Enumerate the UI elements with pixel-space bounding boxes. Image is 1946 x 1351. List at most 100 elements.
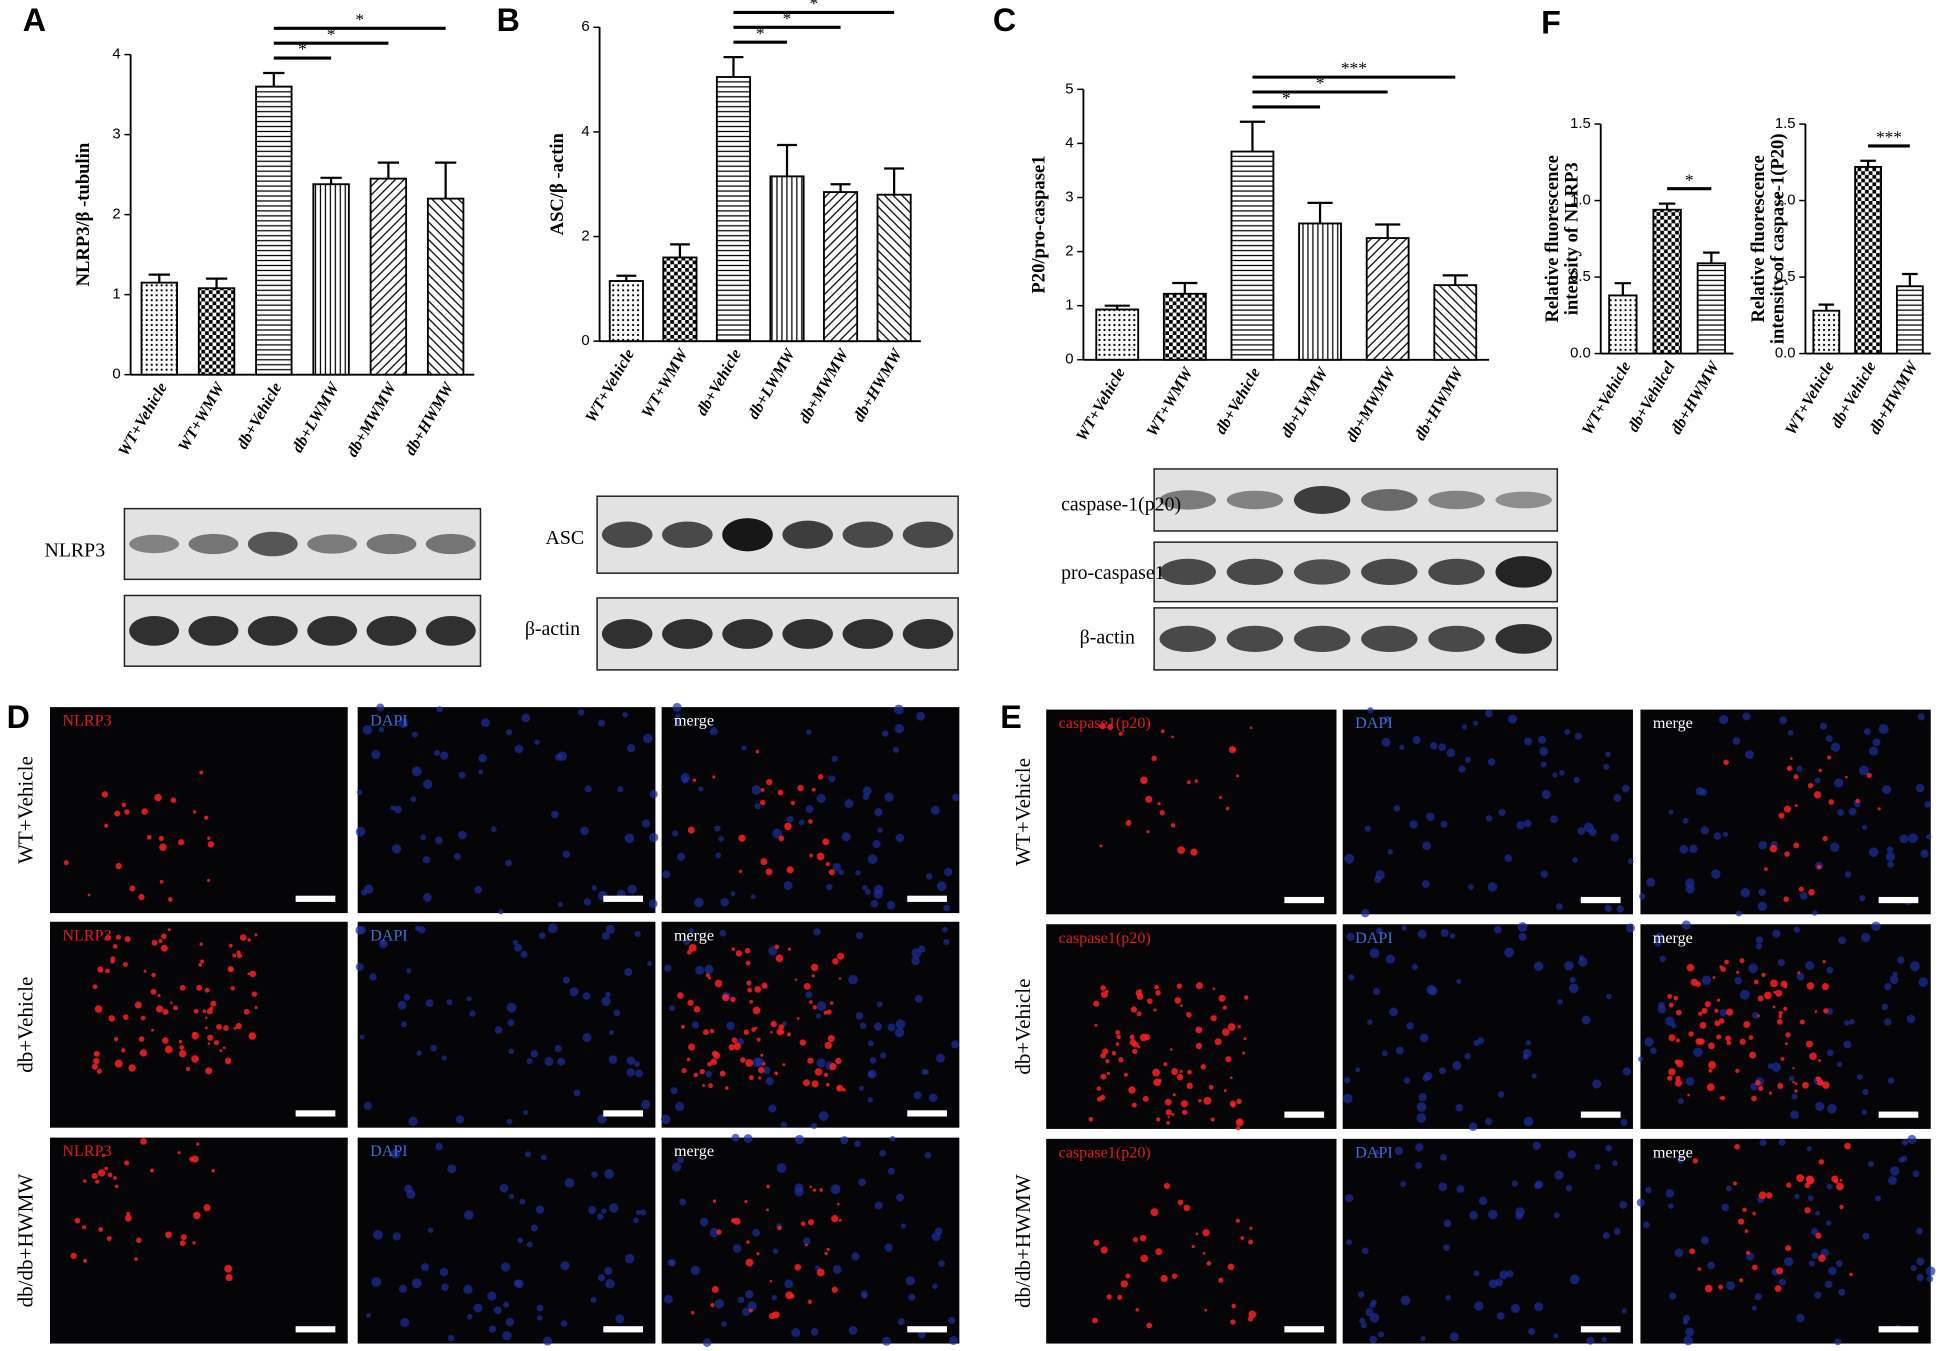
signal [134,1257,138,1261]
nucleus [1645,1186,1652,1194]
nucleus [378,726,385,733]
panel-letter: B [497,2,520,38]
blot-band [1159,558,1216,586]
signal [170,797,177,804]
signal [1725,1035,1732,1042]
signal [167,897,173,902]
signal [248,1032,257,1040]
nucleus [675,719,682,727]
nucleus [880,1052,887,1059]
signal [1229,1076,1233,1080]
signal [193,1211,201,1220]
x-tick-label: db+Vehicle [694,346,746,418]
y-tick-label: 0.0 [1570,346,1591,362]
signal [110,959,115,964]
signal [740,1057,746,1063]
nucleus [1375,927,1383,935]
nucleus [1342,1093,1353,1104]
nucleus [1461,724,1468,730]
nucleus [672,702,682,713]
y-axis-label: Relative fluorescence [1748,155,1769,322]
nucleus [1344,1193,1354,1203]
nucleus [677,1156,684,1164]
nucleus [1421,880,1430,889]
blot-band [1293,625,1351,653]
micrograph: NLRP3 [50,707,348,914]
micrograph: merge [660,921,960,1129]
blot-band [842,521,894,548]
signal [827,1035,835,1043]
nucleus [1449,933,1456,939]
nucleus [425,999,434,1008]
micrograph: NLRP3 [50,921,348,1128]
signal [87,893,91,897]
y-tick-label: 4 [112,47,120,63]
signal [177,1151,181,1155]
signal [1818,1159,1825,1165]
bar [1895,285,1924,355]
nucleus [557,902,563,908]
channel-label: caspase1(p20) [1059,930,1151,947]
nucleus [435,836,443,845]
signal [204,815,209,820]
x-tick-label: db+LWMW [1278,364,1332,441]
signal [752,1006,761,1015]
signal [1751,1095,1757,1102]
nucleus [357,925,367,935]
micrograph: merge [661,1133,960,1347]
signal [677,992,684,999]
signal [1714,1008,1719,1013]
signal [1093,1000,1100,1007]
nucleus [1884,1018,1892,1026]
channel-label: DAPI [370,927,408,944]
signal [1176,983,1183,989]
nucleus [944,867,953,877]
signal [1195,1232,1199,1236]
signal [1132,1041,1139,1048]
signal [748,1075,754,1081]
signal [1160,729,1165,734]
nucleus [664,1294,673,1304]
nucleus [1644,1037,1654,1047]
nucleus [864,889,871,895]
nucleus [544,1056,554,1066]
nucleus [634,930,641,938]
nucleus [867,1069,877,1079]
nucleus [1910,961,1920,972]
nucleus [362,725,373,735]
blot-band [662,619,713,649]
nucleus [641,1099,651,1109]
signal [1092,1317,1098,1324]
signal [707,1061,713,1067]
significance-label: * [355,10,364,29]
nucleus [1369,1335,1378,1344]
micrograph-frame [1342,709,1633,915]
nucleus [494,1026,503,1034]
signal [777,1225,782,1231]
nucleus [1507,714,1517,724]
blot-band [1428,490,1485,510]
signal [794,978,798,981]
signal [807,1057,814,1064]
signal [1135,1307,1140,1312]
signal [1805,1040,1813,1048]
signal [1719,1096,1723,1100]
significance-label: * [327,25,336,44]
nucleus [627,744,636,753]
nucleus [862,786,872,796]
signal [1718,1284,1724,1290]
signal [158,835,164,842]
nucleus [1819,722,1828,730]
y-tick-label: 6 [581,19,589,35]
signal [198,962,203,967]
nucleus [805,805,814,813]
signal [1099,844,1103,848]
blot-label: caspase-1(p20) [1061,494,1181,516]
signal [746,1240,750,1244]
nucleus [1639,893,1646,900]
nucleus [670,1087,678,1095]
signal [1778,1014,1783,1019]
signal [760,788,765,792]
nucleus [1668,1203,1674,1209]
